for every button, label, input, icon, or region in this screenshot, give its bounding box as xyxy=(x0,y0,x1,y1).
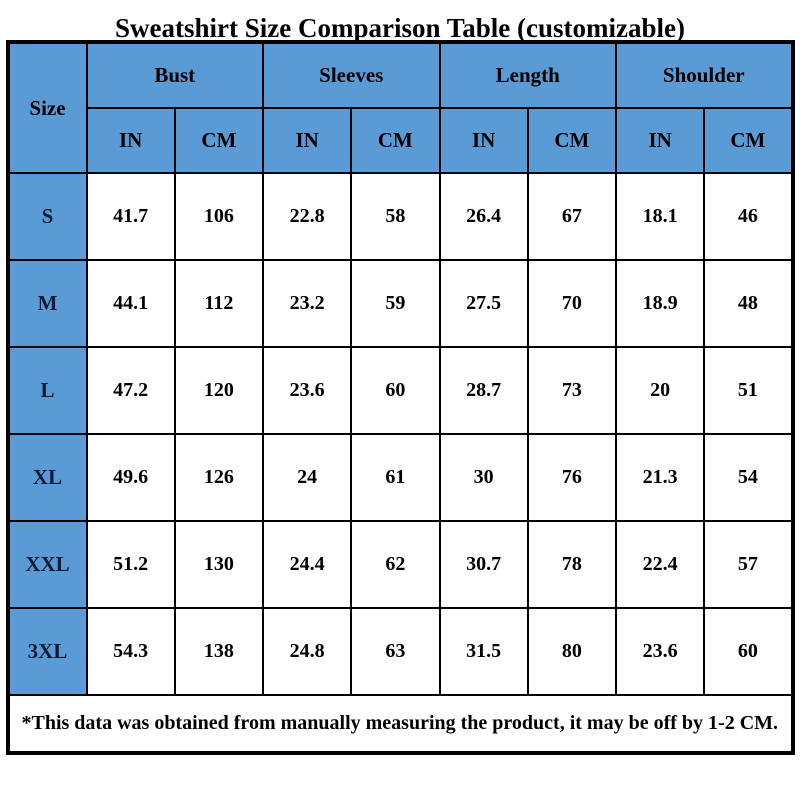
size-comparison-table: Size Bust Sleeves Length Shoulder IN CM … xyxy=(5,40,795,755)
value-cell: 62 xyxy=(350,520,441,609)
value-cell: 63 xyxy=(350,607,441,696)
table-row-m: M 44.1 112 23.2 59 27.5 70 18.9 48 xyxy=(6,259,794,348)
value-cell: 23.6 xyxy=(614,607,706,696)
value-cell: 60 xyxy=(703,607,794,696)
page-title: Sweatshirt Size Comparison Table (custom… xyxy=(115,13,685,43)
value-cell: 30 xyxy=(438,433,529,522)
value-cell: 59 xyxy=(350,259,441,348)
value-cell: 112 xyxy=(173,259,265,348)
value-cell: 126 xyxy=(173,433,265,522)
unit-header-length-cm: CM xyxy=(526,107,618,174)
footnote-row: *This data was obtained from manually me… xyxy=(6,694,794,754)
footnote-text: *This data was obtained from manually me… xyxy=(6,694,794,754)
value-cell: 21.3 xyxy=(614,433,706,522)
table-row-l: L 47.2 120 23.6 60 28.7 73 20 51 xyxy=(6,346,794,435)
value-cell: 23.2 xyxy=(261,259,353,348)
size-cell: XL xyxy=(6,433,88,522)
value-cell: 28.7 xyxy=(438,346,529,435)
value-cell: 41.7 xyxy=(85,172,176,261)
unit-header-shoulder-cm: CM xyxy=(703,107,794,174)
col-header-length: Length xyxy=(438,41,617,109)
value-cell: 31.5 xyxy=(438,607,529,696)
value-cell: 51.2 xyxy=(85,520,176,609)
unit-header-bust-cm: CM xyxy=(173,107,265,174)
value-cell: 30.7 xyxy=(438,520,529,609)
value-cell: 24 xyxy=(261,433,353,522)
value-cell: 106 xyxy=(173,172,265,261)
value-cell: 80 xyxy=(526,607,618,696)
unit-header-bust-in: IN xyxy=(85,107,176,174)
value-cell: 54.3 xyxy=(85,607,176,696)
size-cell: 3XL xyxy=(6,607,88,696)
unit-header-sleeves-in: IN xyxy=(261,107,353,174)
value-cell: 26.4 xyxy=(438,172,529,261)
value-cell: 54 xyxy=(703,433,794,522)
value-cell: 78 xyxy=(526,520,618,609)
col-header-sleeves: Sleeves xyxy=(262,41,441,109)
value-cell: 61 xyxy=(350,433,441,522)
value-cell: 22.8 xyxy=(261,172,353,261)
group-header-row: Size Bust Sleeves Length Shoulder xyxy=(6,41,794,174)
value-cell: 46 xyxy=(703,172,794,261)
size-cell: M xyxy=(6,259,88,348)
value-cell: 76 xyxy=(526,433,618,522)
table-row-xxl: XXL 51.2 130 24.4 62 30.7 78 22.4 57 xyxy=(6,520,794,609)
value-cell: 24.4 xyxy=(261,520,353,609)
unit-header-length-in: IN xyxy=(438,107,529,174)
value-cell: 138 xyxy=(173,607,265,696)
value-cell: 67 xyxy=(526,172,618,261)
value-cell: 130 xyxy=(173,520,265,609)
value-cell: 51 xyxy=(703,346,794,435)
table-row-3xl: 3XL 54.3 138 24.8 63 31.5 80 23.6 60 xyxy=(6,607,794,696)
size-cell: XXL xyxy=(6,520,88,609)
table-row-s: S 41.7 106 22.8 58 26.4 67 18.1 46 xyxy=(6,172,794,261)
value-cell: 48 xyxy=(703,259,794,348)
unit-header-row: IN CM IN CM IN CM IN CM xyxy=(8,107,794,174)
value-cell: 120 xyxy=(173,346,265,435)
table-row-xl: XL 49.6 126 24 61 30 76 21.3 54 xyxy=(6,433,794,522)
value-cell: 58 xyxy=(350,172,441,261)
unit-header-shoulder-in: IN xyxy=(614,107,706,174)
size-cell: S xyxy=(6,172,88,261)
value-cell: 24.8 xyxy=(261,607,353,696)
col-header-size: Size xyxy=(6,41,88,174)
value-cell: 60 xyxy=(350,346,441,435)
value-cell: 27.5 xyxy=(438,259,529,348)
value-cell: 22.4 xyxy=(614,520,706,609)
value-cell: 70 xyxy=(526,259,618,348)
size-cell: L xyxy=(6,346,88,435)
value-cell: 57 xyxy=(703,520,794,609)
unit-header-sleeves-cm: CM xyxy=(350,107,441,174)
col-header-shoulder: Shoulder xyxy=(615,41,794,109)
value-cell: 49.6 xyxy=(85,433,176,522)
value-cell: 18.1 xyxy=(614,172,706,261)
value-cell: 44.1 xyxy=(85,259,176,348)
value-cell: 18.9 xyxy=(614,259,706,348)
value-cell: 47.2 xyxy=(85,346,176,435)
col-header-bust: Bust xyxy=(85,41,264,109)
value-cell: 73 xyxy=(526,346,618,435)
value-cell: 23.6 xyxy=(261,346,353,435)
value-cell: 20 xyxy=(614,346,706,435)
